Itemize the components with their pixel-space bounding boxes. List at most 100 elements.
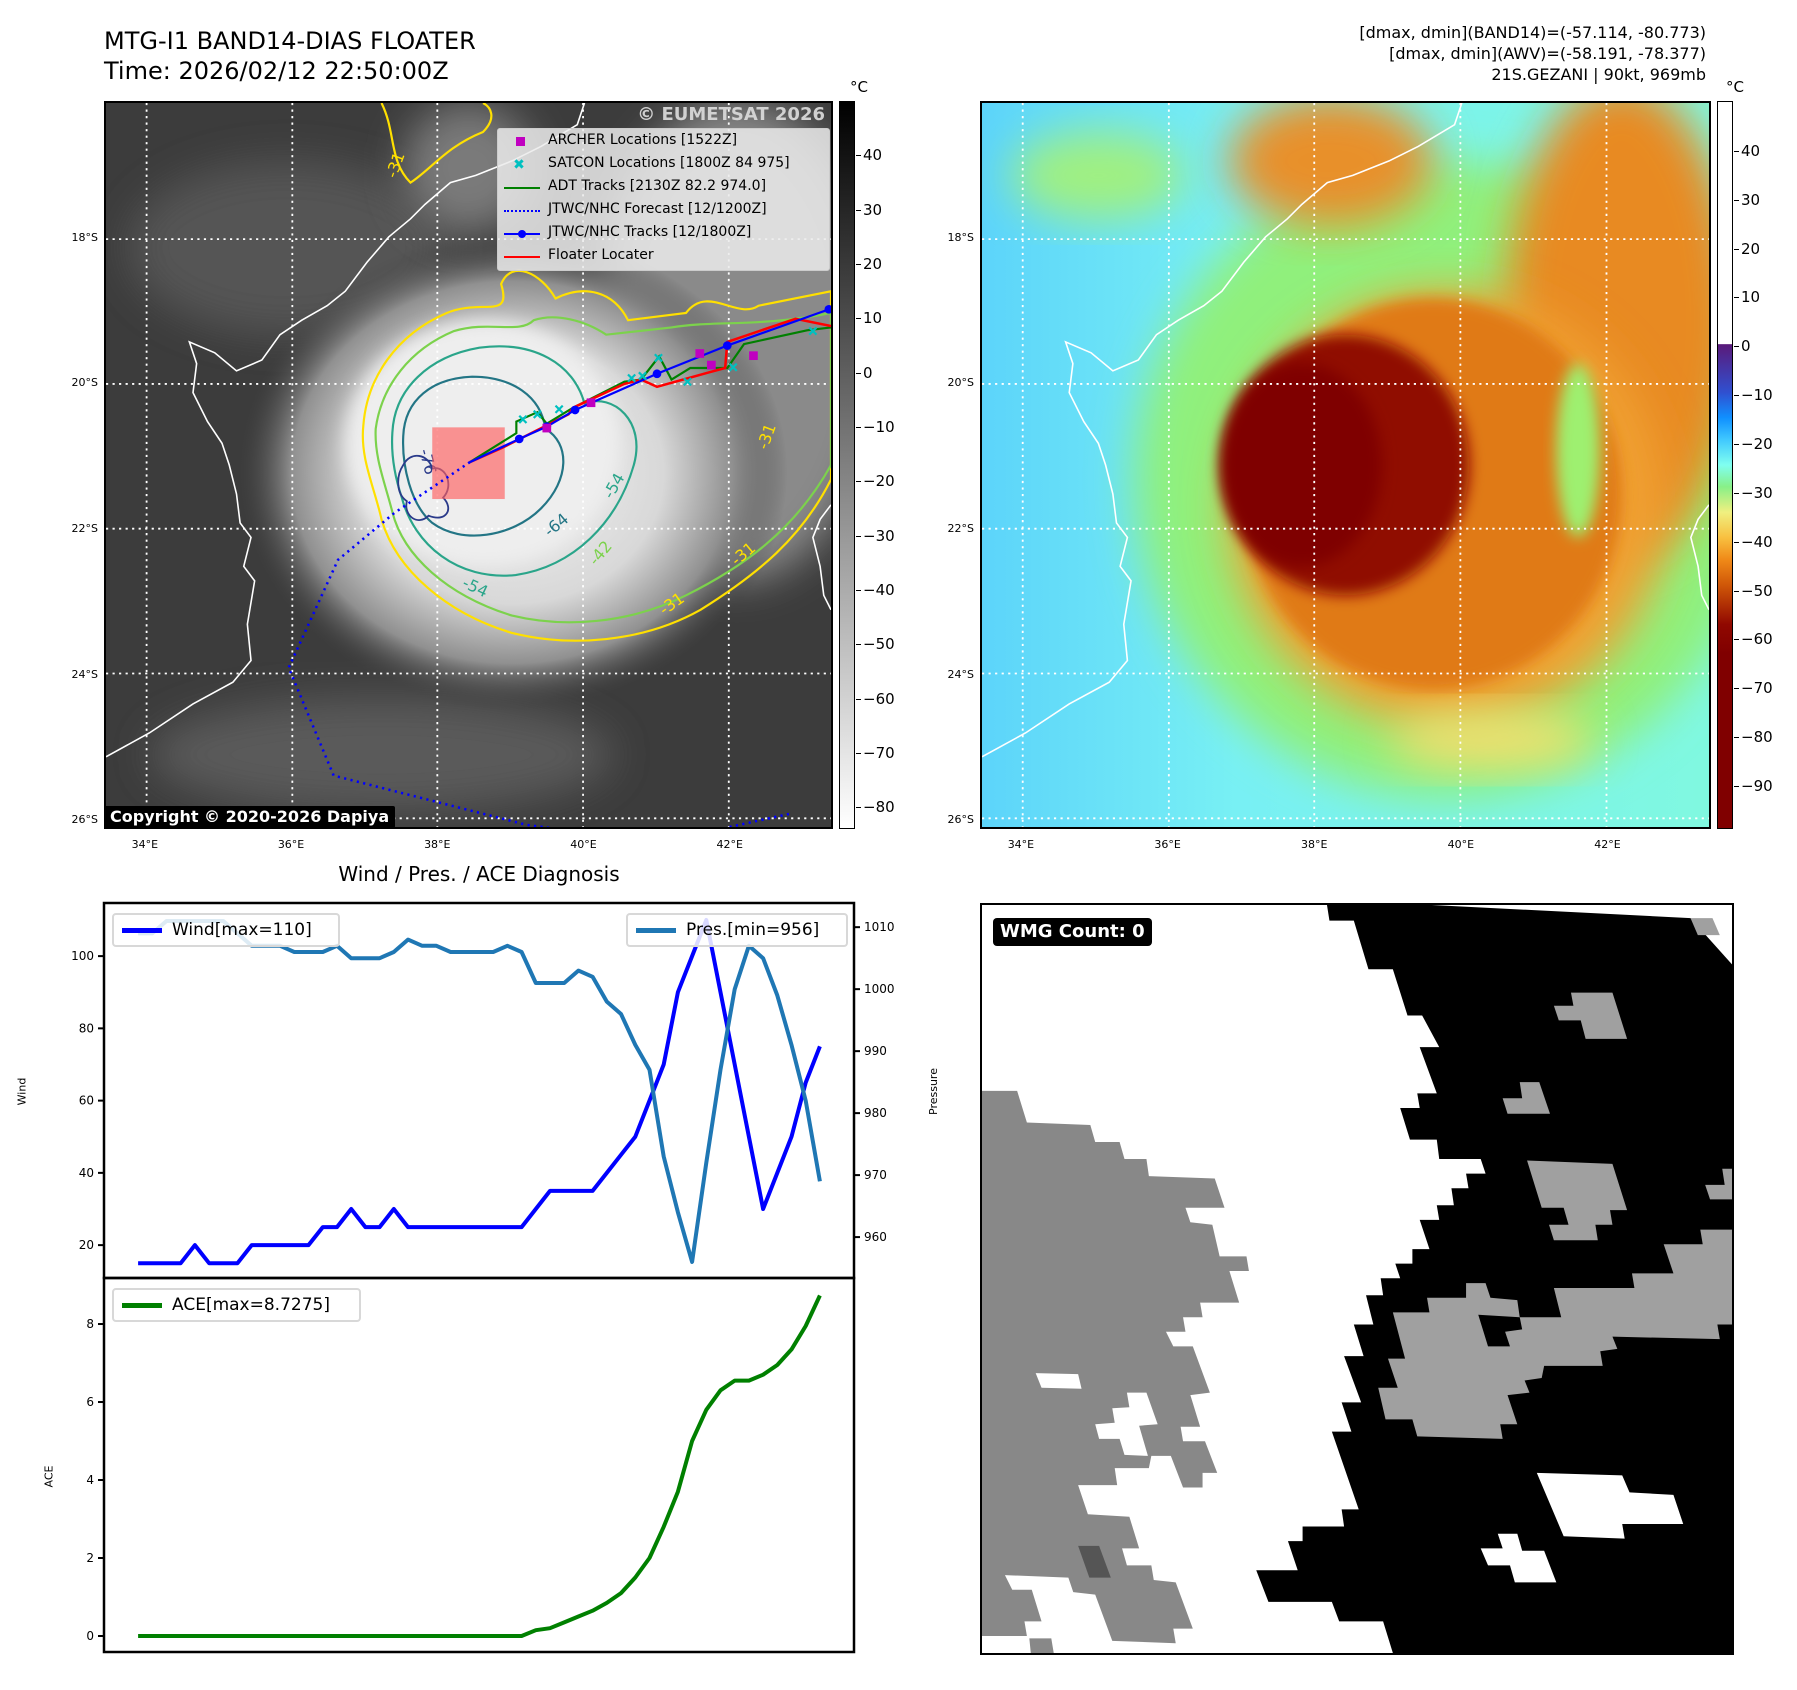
ace-series-line: [138, 1294, 822, 1638]
pressure-swatch-icon: [636, 927, 676, 933]
lon-label: 36°E: [1154, 838, 1181, 851]
lat-label: 24°S: [71, 667, 98, 681]
eumetsat-watermark: © EUMETSAT 2026: [637, 104, 825, 125]
legend-item-forecast: JTWC/NHC Forecast [12/1200Z]: [498, 200, 829, 222]
wmg-holes-white: [1035, 1373, 1158, 1456]
ir-colorbar-tick: −10: [856, 417, 895, 436]
pressure-axis-tick-label: 960: [864, 1230, 887, 1244]
lat-label: 20°S: [947, 376, 974, 390]
awv-colorbar-tick: 40: [1733, 141, 1761, 160]
lat-label: 24°S: [947, 667, 974, 681]
copyright-label: Copyright © 2020-2026 Dapiya: [104, 806, 396, 828]
pressure-axis-tick-label: 1010: [864, 920, 895, 934]
wind-legend-label: Wind[max=110]: [172, 920, 312, 940]
solid-line-icon: [504, 250, 540, 264]
coastline: [982, 103, 1709, 758]
ir-colorbar: [839, 101, 855, 829]
awv-colorbar-tick: 0: [1734, 337, 1751, 356]
ir-colorbar-tick: −60: [856, 689, 895, 708]
wind-legend: Wind[max=110]: [112, 913, 340, 947]
legend-item-jtwc-tracks: JTWC/NHC Tracks [12/1800Z]: [498, 223, 829, 245]
wmg-region-darkgray: [1078, 1545, 1111, 1578]
line-dot-icon: [504, 227, 540, 241]
contour-minus-54: [390, 345, 638, 577]
awv-colorbar-tick: 30: [1733, 190, 1761, 209]
title-product: MTG-I1 BAND14-DIAS FLOATER: [104, 27, 476, 55]
ace-axis-tick-label: 6: [86, 1395, 94, 1409]
ir-colorbar-tick: −40: [856, 580, 895, 599]
awv-colorbar-tick: −60: [1734, 630, 1773, 649]
storm-info: 21S.GEZANI | 90kt, 969mb: [1491, 65, 1706, 84]
legend-item-adt: ADT Tracks [2130Z 82.2 974.0]: [498, 177, 829, 199]
ace-legend-label: ACE[max=8.7275]: [172, 1295, 330, 1315]
bottom-axes-frame: [102, 1276, 856, 1654]
wind-axis-tick-label: 40: [79, 1166, 94, 1180]
water-vapor-field: [1011, 103, 1709, 798]
ace-axis-tick-label: 4: [86, 1473, 94, 1487]
ir-colorbar-tick: −80: [856, 798, 895, 817]
wind-axis-tick-label: 60: [79, 1094, 94, 1108]
wmg-region-gray: [1029, 1638, 1054, 1653]
temperature-contours: [361, 103, 831, 642]
wmg-regions-lightgray: [1378, 918, 1732, 1439]
chart-title: Wind / Pres. / ACE Diagnosis: [338, 862, 620, 886]
ir-colorbar-tick: 20: [855, 254, 883, 273]
ir-colorbar-tick: 40: [855, 146, 883, 165]
diagnosis-chart: 20 40 60 80 100 960 970 980 990 1000 1010 0 2 4 6 8 Win…: [71, 901, 895, 1654]
awv-colorbar-tick: −50: [1734, 581, 1773, 600]
ir-map: -76 -64 -54 -54 -42 -31 -31 -31 -31: [106, 103, 831, 827]
wmg-count-badge: WMG Count: 0: [993, 918, 1152, 946]
stats-awv: [dmax, dmin](AWV)=(-58.191, -78.377): [1389, 44, 1706, 63]
stats-band14: [dmax, dmin](BAND14)=(-57.114, -80.773): [1359, 23, 1706, 42]
jtwc-best-track: [469, 304, 831, 464]
ir-colorbar-tick: 30: [855, 200, 883, 219]
awv-colorbar-tick: −80: [1734, 728, 1773, 747]
figure-title: MTG-I1 BAND14-DIAS FLOATER Time: 2026/02/…: [104, 26, 476, 86]
wind-axis-tick-label: 100: [71, 949, 94, 963]
track-legend: ARCHER Locations [1522Z] ✖ SATCON Locatio…: [497, 128, 830, 271]
legend-item-archer: ARCHER Locations [1522Z]: [498, 131, 829, 153]
awv-colorbar-tick: −20: [1734, 434, 1773, 453]
contour-minus-64: [402, 375, 565, 537]
wind-axis-tick-label: 80: [79, 1021, 94, 1035]
wmg-regions-white: [1480, 1472, 1684, 1583]
satcon-markers: [518, 326, 818, 424]
wmg-region-black: [1256, 905, 1732, 1653]
lon-label: 42°E: [1594, 838, 1621, 851]
lon-label: 34°E: [1007, 838, 1035, 851]
x-marker-icon: ✖: [513, 157, 525, 173]
pressure-axis-label: Pressure: [926, 1068, 940, 1115]
awv-colorbar-tick: −30: [1734, 483, 1773, 502]
pressure-legend-label: Pres.[min=956]: [686, 920, 820, 940]
square-marker-icon: [504, 135, 540, 149]
ir-colorbar-tick: −70: [856, 743, 895, 762]
wmg-map: [982, 905, 1732, 1653]
lat-label: 26°S: [71, 813, 98, 827]
stats-block: [dmax, dmin](BAND14)=(-57.114, -80.773) …: [1359, 22, 1706, 85]
lon-label: 40°E: [1447, 838, 1475, 851]
lat-label: 26°S: [947, 813, 974, 827]
lon-label: 36°E: [277, 838, 305, 851]
ir-colorbar-tick: −30: [856, 526, 895, 545]
ace-axis-label: ACE: [42, 1465, 56, 1488]
ace-swatch-icon: [122, 1302, 162, 1308]
wind-axis-tick-label: 20: [79, 1238, 94, 1252]
pressure-axis-tick-label: 990: [864, 1044, 887, 1058]
awv-map: [982, 103, 1709, 827]
lat-label: 18°S: [947, 230, 974, 244]
lon-label: 38°E: [424, 838, 451, 851]
lat-label: 22°S: [947, 522, 974, 536]
awv-colorbar-tick: 10: [1733, 288, 1761, 307]
pressure-axis-tick-label: 1000: [864, 982, 895, 996]
ir-colorbar-tick: 10: [855, 309, 883, 328]
awv-colorbar-unit: °C: [1726, 78, 1744, 96]
lat-label: 22°S: [71, 522, 98, 536]
pressure-legend: Pres.[min=956]: [626, 913, 848, 947]
ir-colorbar-unit: °C: [850, 78, 868, 96]
lon-label: 40°E: [570, 838, 597, 851]
solid-line-icon: [504, 181, 540, 195]
ir-colorbar-tick: −50: [856, 635, 895, 654]
lon-label: 34°E: [131, 838, 159, 851]
awv-colorbar-tick: −40: [1734, 532, 1773, 551]
contour-minus-31-north: [380, 103, 493, 185]
